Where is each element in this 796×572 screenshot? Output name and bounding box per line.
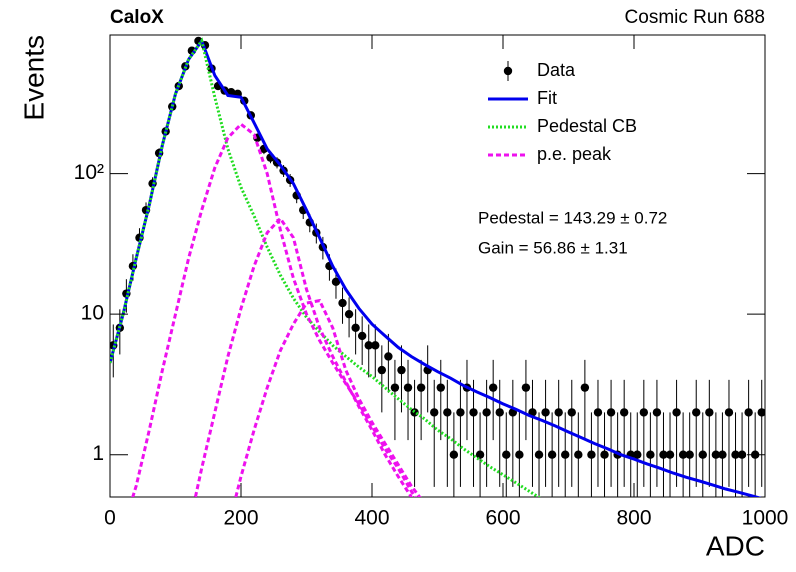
data-point	[672, 408, 681, 417]
data-point	[757, 408, 765, 417]
data-point	[633, 450, 642, 459]
y-tick-label: 10²	[74, 161, 104, 184]
data-point	[554, 408, 563, 417]
data-point	[678, 450, 688, 459]
data-point	[652, 408, 662, 417]
x-tick-label: 0	[104, 507, 116, 530]
curve	[131, 122, 418, 497]
data-point	[443, 408, 452, 417]
x-tick-label: 600	[485, 507, 520, 530]
legend-label: p.e. peak	[537, 144, 612, 164]
data-point	[600, 450, 609, 459]
data-point	[371, 341, 380, 350]
y-tick-label: 10	[81, 302, 104, 325]
data-point	[724, 408, 734, 417]
chart-subtitle: Cosmic Run 688	[625, 7, 765, 28]
data-point	[698, 450, 707, 459]
data-point	[436, 383, 445, 392]
data-point	[737, 450, 747, 459]
data-point	[384, 352, 393, 361]
chart-title: CaloX	[110, 7, 164, 28]
data-point	[357, 331, 367, 341]
data-point	[416, 383, 426, 392]
data-point	[646, 450, 655, 459]
annotation: Gain = 56.86 ± 1.31	[478, 238, 628, 257]
data-point	[344, 309, 354, 319]
data-point	[331, 277, 341, 286]
data-point	[364, 341, 373, 350]
data-point	[534, 450, 544, 459]
data-point	[567, 408, 576, 417]
data-point	[639, 408, 649, 417]
data-point	[502, 450, 511, 459]
legend-label: Fit	[537, 88, 557, 108]
data-point	[495, 408, 504, 417]
data-point	[390, 383, 400, 392]
data-point	[430, 408, 439, 417]
x-tick-label: 800	[616, 507, 651, 530]
data-point	[659, 450, 668, 459]
curve	[193, 216, 414, 497]
data-point	[475, 450, 485, 459]
y-axis-label: Events	[18, 35, 49, 121]
legend-label: Pedestal CB	[537, 116, 637, 136]
data-point	[377, 365, 387, 375]
data-point	[351, 323, 360, 332]
curve	[110, 37, 762, 497]
data-point	[488, 383, 498, 392]
data-point	[593, 408, 603, 417]
data-point	[665, 450, 675, 459]
data-point	[561, 450, 570, 459]
legend-label: Data	[537, 60, 576, 80]
plot-frame	[109, 34, 766, 498]
data-point	[685, 450, 694, 459]
x-tick-label: 400	[354, 507, 389, 530]
data-point	[711, 450, 721, 459]
data-point	[705, 408, 714, 417]
data-point	[456, 408, 465, 417]
x-tick-label: 1000	[742, 507, 789, 530]
data-point	[469, 408, 478, 417]
data-point	[397, 365, 406, 375]
legend-marker	[503, 66, 513, 76]
data-point	[338, 298, 347, 308]
x-axis-label: ADC	[706, 530, 765, 561]
data-point	[515, 450, 524, 459]
data-point	[718, 450, 727, 459]
data-point	[580, 383, 590, 392]
y-tick-label: 1	[92, 442, 104, 465]
data-point	[744, 408, 753, 417]
data-point	[403, 383, 413, 392]
data-point	[541, 408, 550, 417]
data-point	[692, 408, 701, 417]
data-point	[619, 408, 629, 417]
data-point	[731, 450, 740, 459]
data-point	[606, 408, 616, 417]
data-point	[521, 383, 531, 392]
plot-area	[110, 36, 765, 497]
data-point	[587, 450, 596, 459]
annotation: Pedestal = 143.29 ± 0.72	[478, 208, 667, 227]
data-point	[547, 450, 557, 459]
data-point	[482, 408, 491, 417]
data-point	[449, 450, 459, 459]
curve	[234, 298, 422, 497]
x-tick-label: 200	[223, 507, 258, 530]
data-point	[574, 450, 583, 459]
